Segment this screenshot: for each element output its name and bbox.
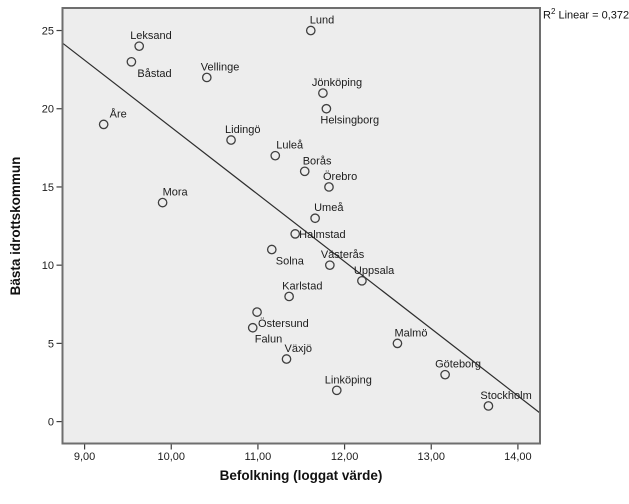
data-point-marker <box>321 103 332 114</box>
data-point-label: Falun <box>255 334 283 346</box>
data-point-marker <box>201 72 212 83</box>
x-tick-label: 11,00 <box>245 451 272 463</box>
r-squared-annotation: R2 Linear = 0,372 <box>543 7 629 22</box>
data-point-marker <box>247 322 258 333</box>
data-point-label: Lund <box>310 15 334 27</box>
y-tick-label: 5 <box>48 338 54 350</box>
data-point-marker <box>290 229 301 239</box>
data-point-marker <box>324 182 334 192</box>
data-point-label: Solna <box>276 256 305 268</box>
x-tick-label: 12,00 <box>331 451 359 463</box>
x-tick-label: 9,00 <box>74 451 95 463</box>
data-point-label: Umeå <box>314 202 344 214</box>
data-point-marker <box>134 41 145 52</box>
data-point-marker <box>270 150 281 161</box>
y-tick-label: 15 <box>42 182 54 194</box>
data-point-label: Borås <box>303 155 332 167</box>
y-tick-label: 20 <box>42 104 54 116</box>
regression-line <box>62 42 541 414</box>
data-point-marker <box>305 25 316 36</box>
data-point-label: Leksand <box>130 30 172 42</box>
x-tick-label: 14,00 <box>504 451 532 463</box>
data-point-label: Mora <box>163 187 189 199</box>
data-point-label: Helsingborg <box>320 115 379 127</box>
data-point-label: Östersund <box>258 318 309 330</box>
r-squared-value: Linear = 0,372 <box>555 9 629 22</box>
y-axis-title: Bästa idrottskommun <box>8 156 23 296</box>
y-tick-label: 10 <box>42 260 54 272</box>
data-point-marker <box>266 244 277 255</box>
data-point-marker <box>310 213 320 224</box>
data-point-marker <box>252 307 262 317</box>
data-point-label: Linköping <box>325 374 372 386</box>
data-point-label: Malmö <box>394 327 427 339</box>
data-point-label: Vellinge <box>201 61 240 73</box>
data-point-label: Örebro <box>323 171 357 183</box>
data-point-label: Lidingö <box>225 124 260 136</box>
data-point-label: Jönköping <box>312 77 362 89</box>
data-point-marker <box>98 119 109 130</box>
data-point-label: Stockholm <box>480 390 531 402</box>
data-point-label: Halmstad <box>299 229 345 241</box>
data-point-label: Båstad <box>137 68 171 80</box>
data-point-marker <box>226 135 236 145</box>
data-point-marker <box>331 385 342 396</box>
data-point-label: Luleå <box>276 140 304 152</box>
r-squared-sup: 2 <box>550 7 556 16</box>
data-point-marker <box>483 401 494 411</box>
data-point-label: Växjö <box>285 343 313 355</box>
r-squared-base: R <box>543 9 551 22</box>
data-point-marker <box>281 354 292 364</box>
data-point-label: Åre <box>110 107 127 120</box>
data-point-marker <box>299 166 310 177</box>
data-point-label: Karlstad <box>282 280 322 292</box>
data-point-marker <box>324 260 335 271</box>
data-point-label: Västerås <box>321 249 365 261</box>
data-point-marker <box>318 88 328 98</box>
x-tick-label: 10,00 <box>157 451 185 463</box>
x-axis-title: Befolkning (loggat värde) <box>219 468 383 483</box>
data-point-marker <box>357 275 367 286</box>
data-point-label: Göteborg <box>435 359 481 371</box>
data-point-marker <box>392 338 403 349</box>
plot-frame <box>61 7 541 445</box>
data-point-label: Uppsala <box>354 265 395 277</box>
data-point-marker <box>126 56 137 67</box>
data-point-marker <box>157 197 168 208</box>
y-tick-label: 25 <box>42 26 54 38</box>
plot-area <box>62 8 540 444</box>
data-point-marker <box>284 291 294 302</box>
x-tick-label: 13,00 <box>417 451 445 463</box>
data-point-marker <box>440 369 450 380</box>
y-tick-label: 0 <box>48 417 54 429</box>
